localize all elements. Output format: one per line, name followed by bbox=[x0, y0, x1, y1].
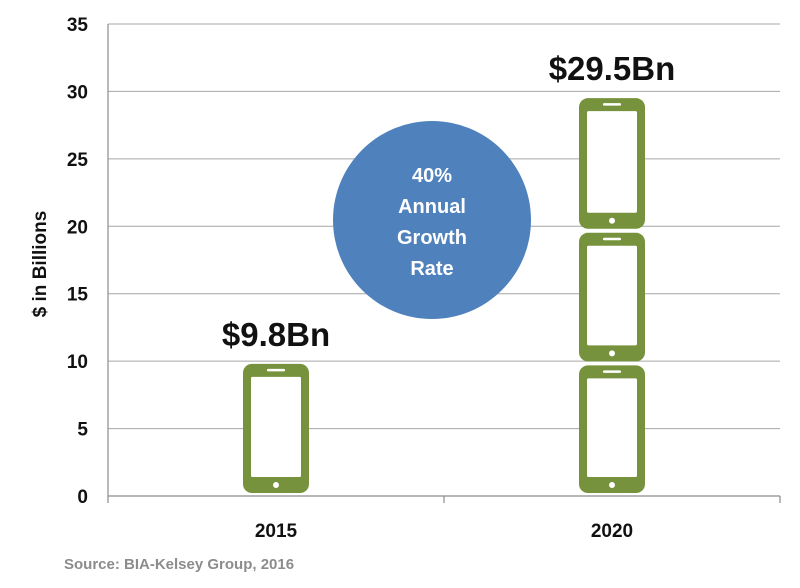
y-tick-label: 0 bbox=[77, 487, 88, 508]
y-axis-title: $ in Billions bbox=[30, 211, 51, 318]
y-tick-label: 30 bbox=[67, 82, 88, 103]
value-labels: $9.8Bn $29.5Bn bbox=[222, 50, 675, 353]
phone-home-button bbox=[273, 482, 279, 488]
smartphone-icon bbox=[243, 363, 309, 493]
phone-screen bbox=[587, 245, 637, 346]
growth-bubble-circle bbox=[333, 121, 531, 319]
y-tick-label: 20 bbox=[67, 217, 88, 238]
bubble-line-4: Rate bbox=[410, 258, 453, 280]
bar-2015 bbox=[243, 363, 309, 493]
axes bbox=[107, 24, 781, 503]
y-tick-label: 25 bbox=[67, 150, 89, 171]
phone-screen bbox=[587, 378, 637, 477]
value-label: $29.5Bn bbox=[549, 50, 676, 87]
bubble-line-2: Annual bbox=[398, 196, 466, 218]
phone-speaker bbox=[603, 370, 621, 373]
smartphone-icon bbox=[579, 365, 645, 493]
phone-speaker bbox=[603, 237, 621, 241]
source-note: Source: BIA-Kelsey Group, 2016 bbox=[64, 556, 294, 573]
smartphone-icon bbox=[579, 98, 645, 229]
bar-2020 bbox=[579, 98, 645, 493]
y-tick-label: 15 bbox=[67, 285, 89, 306]
y-tick-label: 5 bbox=[77, 420, 88, 441]
x-tick-label: 2015 bbox=[255, 521, 298, 542]
phone-home-button bbox=[609, 482, 615, 488]
phone-screen bbox=[251, 376, 301, 477]
phone-home-button bbox=[609, 217, 615, 224]
y-tick-label: 10 bbox=[67, 352, 88, 373]
phone-speaker bbox=[267, 368, 285, 372]
bubble-line-1: 40% bbox=[412, 165, 452, 187]
phone-speaker bbox=[603, 103, 621, 106]
value-label: $9.8Bn bbox=[222, 316, 330, 353]
smartphone-icon bbox=[579, 232, 645, 362]
phone-bars bbox=[243, 98, 645, 493]
x-tick-labels: 2015 2020 bbox=[255, 521, 633, 542]
y-tick-labels: 0 5 10 15 20 25 30 35 bbox=[67, 15, 89, 508]
y-tick-label: 35 bbox=[67, 15, 89, 36]
phone-screen bbox=[587, 111, 637, 213]
growth-rate-bubble: 40% Annual Growth Rate bbox=[333, 121, 531, 319]
x-tick-label: 2020 bbox=[591, 521, 633, 542]
phone-home-button bbox=[609, 350, 615, 357]
bubble-line-3: Growth bbox=[397, 227, 467, 249]
